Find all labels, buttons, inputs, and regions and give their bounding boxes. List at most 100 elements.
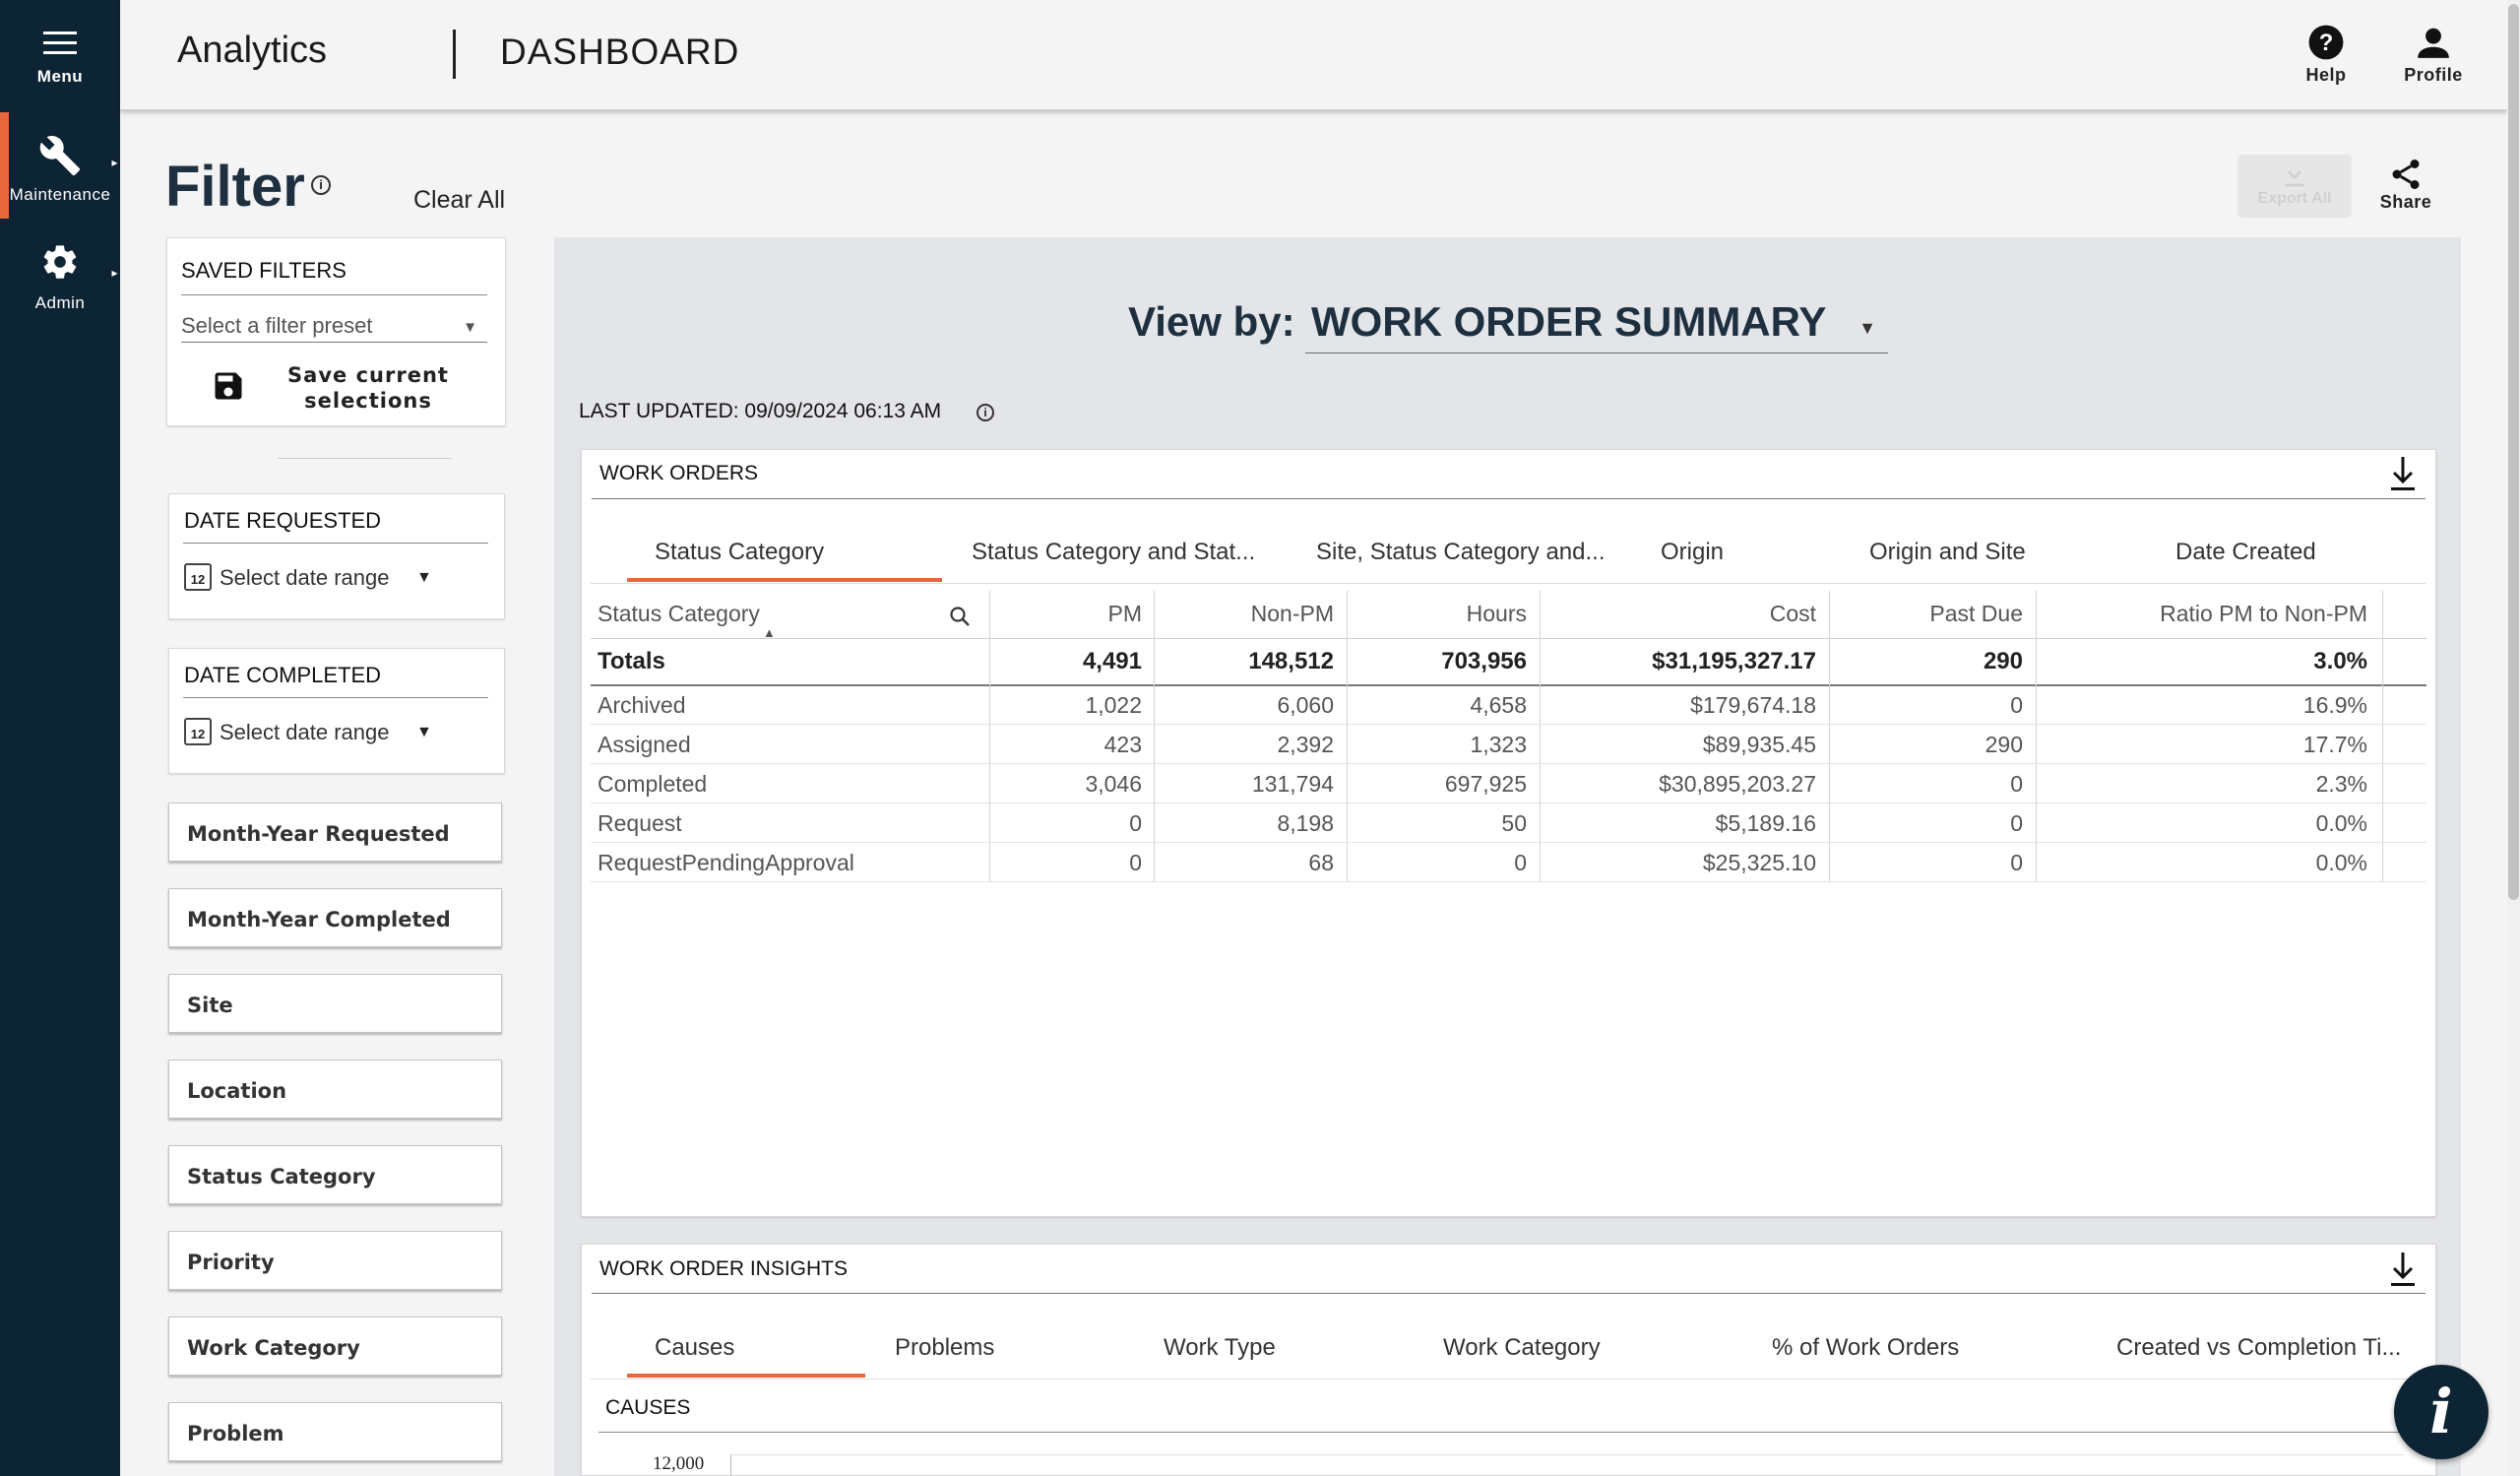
cell-ratio: 17.7% (2302, 732, 2367, 757)
cell-non-pm: 6,060 (1277, 692, 1334, 718)
cell-non-pm: 131,794 (1251, 771, 1334, 797)
date-requested-range-select[interactable]: 12 Select date range ▼ (184, 561, 440, 595)
filter-location[interactable]: Location (168, 1059, 502, 1119)
app-title: Analytics (177, 30, 328, 71)
tab-site-status-category[interactable]: Site, Status Category and... (1316, 539, 1606, 565)
cell-non-pm: 68 (1308, 850, 1334, 875)
filter-preset-placeholder: Select a filter preset (181, 313, 373, 338)
tab-causes[interactable]: Causes (655, 1334, 735, 1361)
date-completed-range-select[interactable]: 12 Select date range ▼ (184, 716, 440, 749)
tab-date-created[interactable]: Date Created (2175, 539, 2316, 565)
column-header-pm[interactable]: PM (1107, 601, 1143, 626)
svg-text:?: ? (2319, 30, 2334, 56)
totals-ratio: 3.0% (2313, 648, 2367, 674)
tab-work-category[interactable]: Work Category (1443, 1334, 1601, 1361)
tab-status-category[interactable]: Status Category (655, 539, 825, 565)
filter-preset-select[interactable]: Select a filter preset ▼ (181, 313, 487, 343)
cell-hours: 4,658 (1470, 692, 1527, 718)
search-icon[interactable] (948, 605, 972, 628)
tab-problems[interactable]: Problems (895, 1334, 995, 1361)
filter-priority[interactable]: Priority (168, 1231, 502, 1290)
save-label-line2: selections (304, 389, 432, 413)
profile-label: Profile (2404, 65, 2463, 85)
export-all-label: Export All (2257, 190, 2332, 207)
divider (591, 638, 2426, 639)
person-icon (2418, 28, 2449, 58)
save-selections-button[interactable]: Save current selections (211, 356, 486, 414)
cell-ratio: 2.3% (2315, 771, 2367, 797)
submenu-arrow-icon: ▸ (111, 156, 118, 169)
cell-status: Assigned (598, 732, 691, 757)
cell-pm: 423 (1103, 732, 1142, 757)
filter-month-year-completed[interactable]: Month-Year Completed (168, 888, 502, 947)
help-icon: ? (2308, 25, 2344, 60)
wrench-icon (39, 136, 81, 176)
nav-item-label: Admin (34, 293, 86, 312)
filter-status-category[interactable]: Status Category (168, 1145, 502, 1204)
divider (592, 1293, 2426, 1294)
column-header-hours[interactable]: Hours (1466, 601, 1527, 626)
info-icon: i (2429, 1376, 2453, 1447)
info-fab-button[interactable]: i (2394, 1365, 2488, 1459)
cell-past-due: 0 (2010, 850, 2023, 875)
calendar-icon: 12 (184, 718, 212, 745)
filter-work-category[interactable]: Work Category (168, 1316, 502, 1376)
date-range-placeholder: Select date range (220, 565, 390, 590)
column-header-past-due[interactable]: Past Due (1929, 601, 2023, 626)
share-label: Share (2379, 192, 2432, 212)
hamburger-icon (43, 32, 77, 54)
share-button[interactable]: Share (2366, 155, 2445, 213)
clear-all-button[interactable]: Clear All (413, 186, 506, 214)
view-by-select[interactable]: WORK ORDER SUMMARY ▼ (1305, 298, 1888, 353)
tab-status-category-and-status[interactable]: Status Category and Stat... (972, 539, 1256, 565)
top-bar: Analytics DASHBOARD ? Help Profile (120, 0, 2507, 110)
filter-month-year-requested[interactable]: Month-Year Requested (168, 802, 502, 862)
chart-y-axis (730, 1454, 731, 1476)
profile-button[interactable]: Profile (2389, 24, 2478, 86)
column-header-status-category[interactable]: Status Category (598, 601, 760, 626)
divider (183, 697, 488, 698)
side-navigation: Menu Maintenance ▸ Admin ▸ (0, 0, 120, 1476)
export-all-button[interactable]: Export All (2237, 155, 2352, 218)
nav-item-maintenance[interactable]: Maintenance ▸ (0, 112, 120, 219)
cell-cost: $25,325.10 (1702, 850, 1816, 875)
menu-button[interactable]: Menu (0, 0, 120, 110)
filter-problem[interactable]: Problem (168, 1402, 502, 1461)
nav-item-admin[interactable]: Admin ▸ (0, 236, 120, 335)
divider (592, 498, 2426, 499)
totals-past-due: 290 (1983, 648, 2023, 674)
column-divider (2382, 591, 2383, 881)
last-updated-info-icon[interactable]: i (976, 404, 994, 421)
chart-gridline (730, 1454, 2404, 1455)
tab-created-vs-completion[interactable]: Created vs Completion Ti... (2116, 1334, 2402, 1361)
active-tab-underline (627, 578, 942, 582)
download-icon[interactable] (2388, 455, 2418, 492)
cell-non-pm: 2,392 (1277, 732, 1334, 757)
column-header-non-pm[interactable]: Non-PM (1250, 601, 1334, 626)
tab-percent-of-work-orders[interactable]: % of Work Orders (1772, 1334, 1960, 1361)
cell-cost: $89,935.45 (1702, 732, 1816, 757)
divider (181, 294, 487, 295)
filter-info-icon[interactable]: i (311, 175, 331, 195)
tab-work-type[interactable]: Work Type (1164, 1334, 1276, 1361)
tab-origin-and-site[interactable]: Origin and Site (1869, 539, 2026, 565)
menu-label: Menu (36, 67, 84, 86)
column-header-ratio[interactable]: Ratio PM to Non-PM (2160, 601, 2367, 626)
cell-past-due: 0 (2010, 692, 2023, 718)
save-label-line1: Save current (287, 363, 449, 387)
work-orders-card (581, 449, 2436, 1217)
filter-site[interactable]: Site (168, 974, 502, 1033)
totals-pm: 4,491 (1082, 648, 1142, 674)
insights-title: WORK ORDER INSIGHTS (599, 1257, 849, 1280)
caret-down-icon: ▼ (416, 724, 432, 740)
row-divider (591, 842, 2426, 843)
help-button[interactable]: ? Help (2282, 24, 2370, 86)
calendar-icon: 12 (184, 563, 212, 591)
tab-origin[interactable]: Origin (1661, 539, 1725, 565)
active-tab-underline (627, 1374, 865, 1378)
download-icon[interactable] (2388, 1251, 2418, 1288)
cell-hours: 1,323 (1470, 732, 1527, 757)
totals-hours: 703,956 (1441, 648, 1527, 674)
column-header-cost[interactable]: Cost (1769, 601, 1816, 626)
page-scrollbar-thumb[interactable] (2508, 4, 2519, 900)
